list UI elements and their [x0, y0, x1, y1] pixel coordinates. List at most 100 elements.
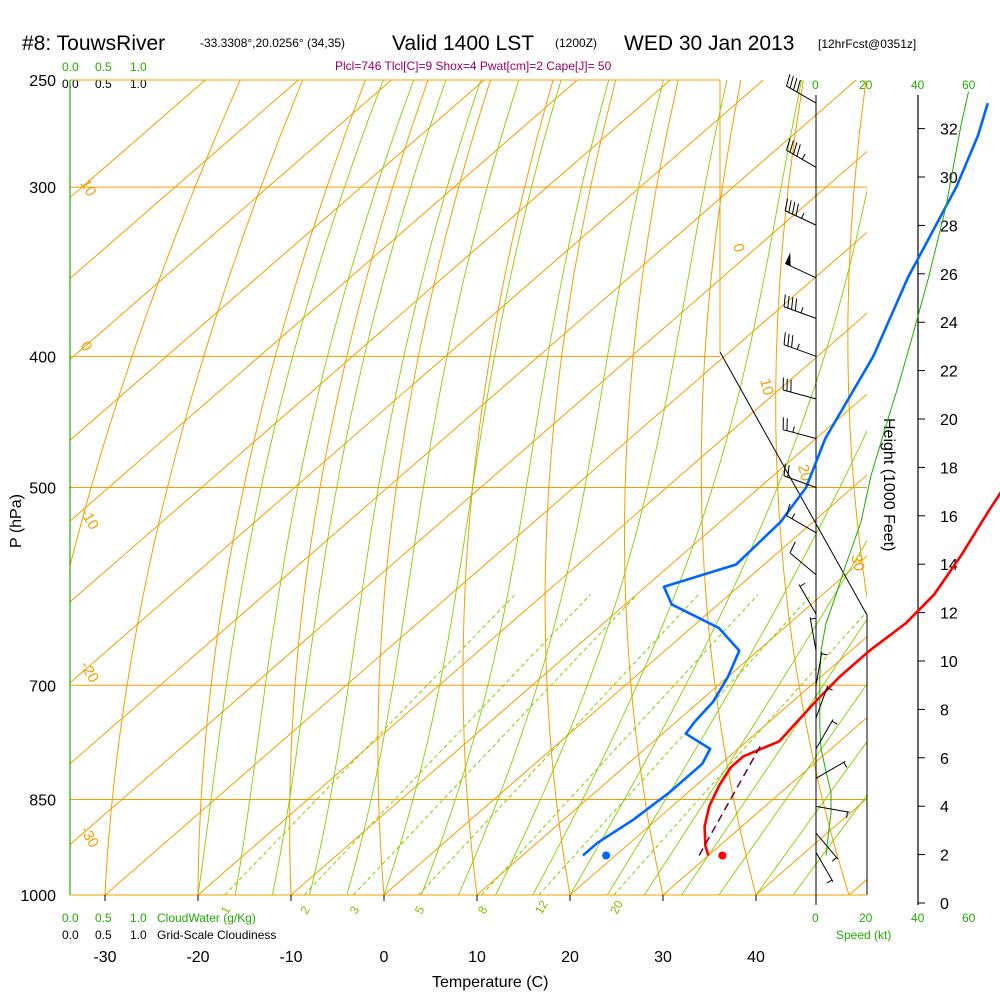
wind-barb: [798, 582, 817, 615]
wind-barb: [784, 198, 817, 226]
x-tick-label: 30: [654, 949, 672, 966]
mixing-ratio-label: 8: [475, 903, 491, 916]
wind-speed-profile: [819, 91, 969, 856]
isotherm-line: [197, 312, 867, 895]
thermo-grid: [70, 80, 1000, 895]
wind-barb-full: [793, 78, 798, 91]
height-tick-label: 22: [940, 364, 958, 381]
cloudiness-tick-1-bottom: 0.5: [95, 928, 112, 942]
wind-barb-full: [783, 463, 786, 476]
wind-barb: [815, 685, 833, 719]
wind-barb-flag: [785, 252, 791, 266]
wind-barb-full: [795, 203, 799, 216]
isobar-lines: [70, 79, 867, 896]
wind-barb-staff: [815, 685, 829, 719]
moist-adiabat: [792, 794, 867, 895]
cloudiness-label: Grid-Scale Cloudiness: [157, 928, 276, 942]
x-tick-label: 40: [747, 949, 765, 966]
wind-barb-full: [789, 76, 794, 89]
cloudiness-tick-1: 0.5: [95, 77, 112, 91]
isotherm-line: [70, 80, 485, 441]
wind-barb: [815, 719, 838, 750]
cloudwater-label: CloudWater (g/Kg): [157, 911, 256, 925]
isotherm-line: [104, 231, 867, 895]
wind-barb-half: [799, 582, 806, 587]
dry-adiabat: [700, 80, 757, 895]
height-tick-label: 28: [940, 218, 958, 235]
wind-barb: [815, 760, 848, 779]
wind-barb-full: [791, 335, 794, 348]
isotherm-line: [70, 80, 857, 765]
x-tick-label: 0: [380, 949, 389, 966]
isotherm-label: 10: [77, 177, 100, 200]
wind-barb-half: [826, 687, 833, 691]
height-tick-label: 4: [940, 799, 949, 816]
height-tick-label: 2: [940, 848, 949, 865]
wind-barb-full: [784, 198, 789, 211]
station-title: #8: TouwsRiver: [22, 32, 165, 55]
mixing-ratio-label: 20: [607, 898, 626, 917]
station-coords: -33.3308°,20.0256° (34,35): [200, 36, 345, 50]
height-tick-label: 24: [940, 315, 958, 332]
wind-barb-full: [788, 200, 792, 213]
isotherm-label: 30: [847, 553, 868, 574]
sounding-series: [582, 102, 1000, 860]
wind-barb: [815, 832, 839, 862]
wind-barb: [786, 74, 817, 104]
moist-adiabat: [420, 80, 610, 895]
wind-barb-staff: [786, 515, 817, 534]
series-dewpoint: [582, 102, 990, 857]
wind-barb-half: [810, 617, 817, 620]
isotherm-line: [290, 393, 867, 895]
pressure-tick-1000: 1000: [20, 888, 56, 905]
height-tick-label: 8: [940, 702, 949, 719]
wind-barb: [784, 252, 817, 279]
wind-barb-full: [786, 503, 791, 516]
cloudiness-tick-2-bottom: 1.0: [130, 928, 147, 942]
wind-barb-full: [793, 142, 798, 155]
isotherm-label: 0: [77, 339, 96, 355]
wind-barb-staff: [815, 760, 846, 779]
wind-barb-staff: [815, 852, 834, 883]
pressure-tick-700: 700: [29, 678, 56, 695]
wind-barb: [786, 503, 817, 534]
dry-adiabat: [462, 80, 554, 895]
moist-adiabat: [681, 618, 867, 895]
isotherm-line: [476, 555, 867, 895]
dry-adiabat: [986, 80, 1000, 895]
dry-adiabat: [623, 80, 679, 895]
surface-temperature-marker: [718, 851, 727, 860]
wind-barb-full: [783, 332, 786, 345]
speed-tick-bottom-2: 40: [911, 911, 925, 925]
wind-barb-half: [831, 857, 837, 862]
height-tick-label: 26: [940, 267, 958, 284]
mixing-ratio-label: 2: [297, 903, 313, 916]
height-tick-label: 32: [940, 122, 958, 139]
pressure-tick-250: 250: [29, 73, 56, 90]
moist-adiabat: [309, 80, 482, 895]
x-axis-title: Temperature (C): [432, 974, 548, 991]
isotherm-line: [70, 80, 764, 684]
isotherm-line: [942, 80, 1000, 895]
wind-barb-half: [801, 153, 806, 160]
height-tick-label: 20: [940, 412, 958, 429]
surface-dewpoint-marker: [602, 851, 611, 860]
wind-barb-half: [821, 653, 828, 656]
forecast-date: WED 30 Jan 2013: [624, 32, 794, 55]
wind-barb-staff: [783, 475, 817, 488]
wind-barb-staff: [783, 344, 817, 357]
moist-adiabat: [532, 80, 803, 895]
wind-barb-half: [831, 720, 838, 725]
wind-barb-staff: [786, 85, 817, 104]
wind-barb-staff: [783, 389, 817, 400]
moist-adiabat: [383, 80, 562, 895]
cloudwater-tick-1: 0.5: [95, 60, 112, 74]
isotherm-line: [70, 80, 392, 361]
speed-tick-top-2: 40: [911, 78, 925, 92]
cloudwater-tick-2: 1.0: [130, 60, 147, 74]
wind-barb-staff: [783, 306, 817, 319]
valid-time: Valid 1400 LST: [392, 32, 534, 55]
speed-axis-label: Speed (kt): [836, 928, 891, 942]
height-tick-label: 14: [940, 557, 958, 574]
